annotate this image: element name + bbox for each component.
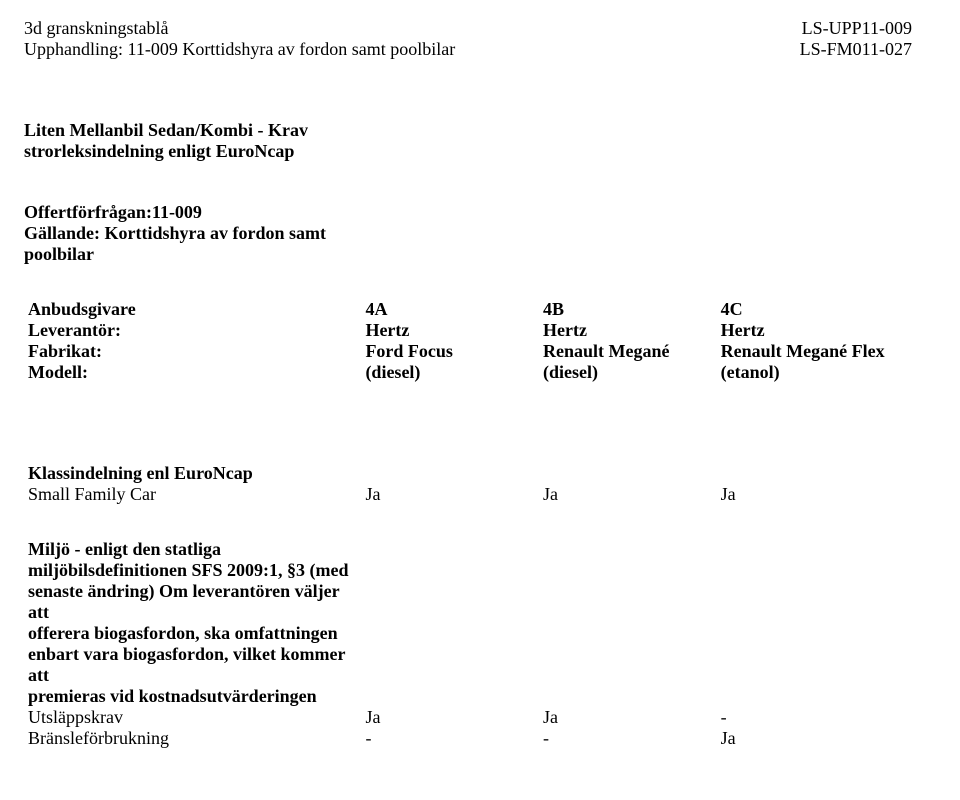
offer-line2: Gällande: Korttidshyra av fordon samt — [24, 223, 912, 244]
table-row: enbart vara biogasfordon, vilket kommer … — [24, 644, 912, 686]
table-row: Modell: (diesel) (diesel) (etanol) — [24, 362, 912, 383]
anbud-a: 4A — [361, 299, 539, 320]
header-left-line1: 3d granskningstablå — [24, 18, 455, 39]
table-row: miljöbilsdefinitionen SFS 2009:1, §3 (me… — [24, 560, 912, 581]
offer-line3: poolbilar — [24, 244, 912, 265]
miljo-heading-l3: senaste ändring) Om leverantören väljer … — [24, 581, 361, 623]
header-left: 3d granskningstablå Upphandling: 11-009 … — [24, 18, 455, 60]
title-section: Liten Mellanbil Sedan/Kombi - Krav stror… — [24, 120, 912, 162]
miljo-heading-l4: offerera biogasfordon, ska omfattningen — [24, 623, 361, 644]
header-right-line2: LS-FM011-027 — [800, 39, 912, 60]
utslapp-a: Ja — [361, 707, 539, 728]
table-row: Miljö - enligt den statliga — [24, 539, 912, 560]
lev-b: Hertz — [539, 320, 717, 341]
fabrikat-c: Renault Megané Flex — [717, 341, 912, 362]
modell-a: (diesel) — [361, 362, 539, 383]
providers-table: Anbudsgivare 4A 4B 4C Leverantör: Hertz … — [24, 299, 912, 383]
bransle-label: Bränsleförbrukning — [24, 728, 361, 749]
offer-line1: Offertförfrågan:11-009 — [24, 202, 912, 223]
klass-row-label: Small Family Car — [24, 484, 361, 505]
klass-a: Ja — [361, 484, 539, 505]
table-row: premieras vid kostnadsutvärderingen — [24, 686, 912, 707]
table-row: Anbudsgivare 4A 4B 4C — [24, 299, 912, 320]
anbudsgivare-label: Anbudsgivare — [24, 299, 361, 320]
klass-b: Ja — [539, 484, 717, 505]
table-row: offerera biogasfordon, ska omfattningen — [24, 623, 912, 644]
table-row: Klassindelning enl EuroNcap — [24, 463, 912, 484]
document-page: 3d granskningstablå Upphandling: 11-009 … — [0, 0, 960, 773]
modell-c: (etanol) — [717, 362, 912, 383]
bransle-c: Ja — [717, 728, 912, 749]
klass-section: Klassindelning enl EuroNcap Small Family… — [24, 463, 912, 505]
page-header: 3d granskningstablå Upphandling: 11-009 … — [24, 18, 912, 60]
table-row: Small Family Car Ja Ja Ja — [24, 484, 912, 505]
providers-section: Anbudsgivare 4A 4B 4C Leverantör: Hertz … — [24, 299, 912, 383]
lev-c: Hertz — [717, 320, 912, 341]
klass-c: Ja — [717, 484, 912, 505]
miljo-heading-l2: miljöbilsdefinitionen SFS 2009:1, §3 (me… — [24, 560, 361, 581]
anbud-c: 4C — [717, 299, 912, 320]
fabrikat-b: Renault Megané — [539, 341, 717, 362]
miljo-table: Miljö - enligt den statliga miljöbilsdef… — [24, 539, 912, 749]
offer-section: Offertförfrågan:11-009 Gällande: Korttid… — [24, 202, 912, 265]
leverantor-label: Leverantör: — [24, 320, 361, 341]
bransle-b: - — [539, 728, 717, 749]
header-right-line1: LS-UPP11-009 — [800, 18, 912, 39]
header-right: LS-UPP11-009 LS-FM011-027 — [800, 18, 912, 60]
header-left-line2: Upphandling: 11-009 Korttidshyra av ford… — [24, 39, 455, 60]
lev-a: Hertz — [361, 320, 539, 341]
modell-b: (diesel) — [539, 362, 717, 383]
fabrikat-a: Ford Focus — [361, 341, 539, 362]
title-line2: strorleksindelning enligt EuroNcap — [24, 141, 912, 162]
bransle-a: - — [361, 728, 539, 749]
utslapp-b: Ja — [539, 707, 717, 728]
klass-table: Klassindelning enl EuroNcap Small Family… — [24, 463, 912, 505]
klass-heading: Klassindelning enl EuroNcap — [24, 463, 361, 484]
modell-label: Modell: — [24, 362, 361, 383]
title-line1: Liten Mellanbil Sedan/Kombi - Krav — [24, 120, 912, 141]
utslapp-label: Utsläppskrav — [24, 707, 361, 728]
table-row: senaste ändring) Om leverantören väljer … — [24, 581, 912, 623]
anbud-b: 4B — [539, 299, 717, 320]
fabrikat-label: Fabrikat: — [24, 341, 361, 362]
miljo-heading-l1: Miljö - enligt den statliga — [24, 539, 361, 560]
miljo-heading-l6: premieras vid kostnadsutvärderingen — [24, 686, 361, 707]
table-row: Fabrikat: Ford Focus Renault Megané Rena… — [24, 341, 912, 362]
table-row: Bränsleförbrukning - - Ja — [24, 728, 912, 749]
table-row: Utsläppskrav Ja Ja - — [24, 707, 912, 728]
utslapp-c: - — [717, 707, 912, 728]
miljo-heading-l5: enbart vara biogasfordon, vilket kommer … — [24, 644, 361, 686]
table-row: Leverantör: Hertz Hertz Hertz — [24, 320, 912, 341]
miljo-section: Miljö - enligt den statliga miljöbilsdef… — [24, 539, 912, 749]
